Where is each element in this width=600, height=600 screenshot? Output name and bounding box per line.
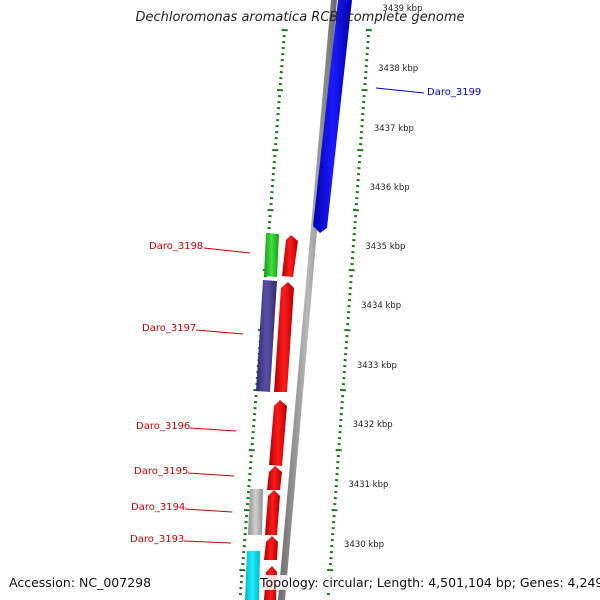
scale-tick-label: 3430 kbp <box>344 540 384 550</box>
gene-label-daro-3198[interactable]: Daro_3198 <box>149 241 251 254</box>
accession-text: Accession: NC_007298 <box>9 575 152 590</box>
topology-text: Topology: circular; Length: 4,501,104 bp… <box>260 575 600 590</box>
scale-tick-label: 3432 kbp <box>353 420 393 430</box>
gene-daro-3194-feature[interactable] <box>248 489 280 535</box>
scale-tick-label: 3431 kbp <box>348 480 388 490</box>
scale-tick-label: 3436 kbp <box>370 183 410 193</box>
gene-daro-3199-feature[interactable] <box>313 0 352 233</box>
svg-text:Daro_3193: Daro_3193 <box>130 534 184 545</box>
scale-track-outer <box>326 29 372 596</box>
gene-label-daro-3194[interactable]: Daro_3194 <box>131 502 233 513</box>
gene-daro-3198-feature[interactable] <box>264 233 298 277</box>
svg-text:Daro_3198: Daro_3198 <box>149 241 203 252</box>
gene-label-daro-3199[interactable]: Daro_3199 <box>375 87 481 98</box>
svg-text:Daro_3196: Daro_3196 <box>136 421 190 432</box>
svg-text:Daro_3197: Daro_3197 <box>142 323 196 334</box>
gene-daro-3197-feature[interactable] <box>256 280 294 392</box>
gene-label-daro-3195[interactable]: Daro_3195 <box>134 466 235 477</box>
gene-daro-3193-feature[interactable] <box>245 536 278 600</box>
scale-tick-label: 3434 kbp <box>361 301 401 311</box>
scale-tick-label: 3438 kbp <box>378 64 418 74</box>
svg-text:Daro_3199: Daro_3199 <box>427 87 481 98</box>
gene-label-daro-3196[interactable]: Daro_3196 <box>136 421 237 432</box>
gene-label-daro-3197[interactable]: Daro_3197 <box>142 323 244 335</box>
gene-label-daro-3193[interactable]: Daro_3193 <box>130 534 232 545</box>
svg-text:Daro_3194: Daro_3194 <box>131 502 185 513</box>
scale-tick-label: 3435 kbp <box>365 242 405 252</box>
scale-tick-label: 3437 kbp <box>374 124 414 134</box>
map-title: Dechloromonas aromatica RCB, complete ge… <box>135 10 465 25</box>
svg-text:Daro_3195: Daro_3195 <box>134 466 188 477</box>
scale-tick-label: 3439 kbp <box>382 4 422 14</box>
gene-daro-3195-feature[interactable] <box>267 466 282 490</box>
scale-tick-labels: 3439 kbp 3438 kbp 3437 kbp 3436 kbp 3435 kbp… <box>344 4 422 550</box>
scale-tick-label: 3433 kbp <box>357 361 397 371</box>
gene-daro-3196-feature[interactable] <box>269 400 287 466</box>
